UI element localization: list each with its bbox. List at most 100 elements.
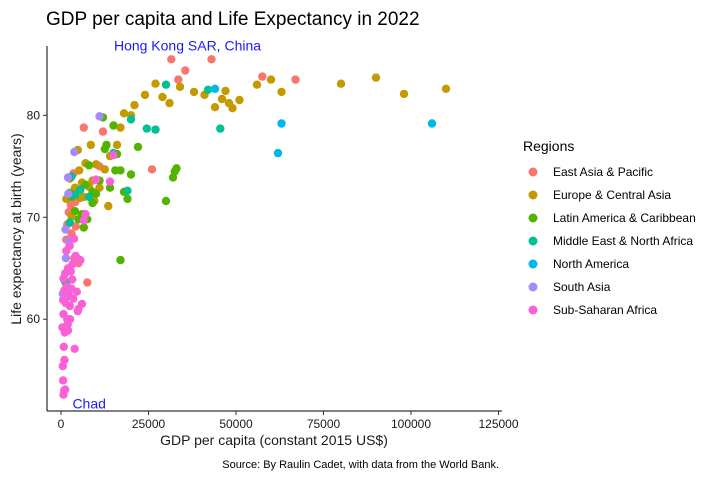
point-europe-and-central-asia bbox=[104, 201, 113, 211]
x-tick-label: 25000 bbox=[132, 417, 166, 431]
point-europe-and-central-asia bbox=[228, 104, 237, 113]
point-europe-and-central-asia bbox=[189, 87, 199, 97]
y-tick-label: 70 bbox=[27, 210, 41, 224]
point-north-america bbox=[210, 84, 220, 94]
point-sub-saharan-africa bbox=[70, 344, 79, 353]
point-east-asia-and-pacific bbox=[207, 55, 216, 64]
point-latin-america-and-caribbean bbox=[126, 170, 136, 179]
legend-key-east-asia-and-pacific bbox=[528, 167, 538, 177]
point-latin-america-and-caribbean bbox=[105, 183, 115, 192]
point-south-asia bbox=[63, 173, 73, 182]
point-middle-east-and-north-africa bbox=[161, 80, 171, 89]
point-north-america bbox=[277, 119, 286, 128]
point-east-asia-and-pacific bbox=[181, 66, 190, 75]
point-sub-saharan-africa bbox=[58, 376, 68, 385]
point-europe-and-central-asia bbox=[158, 92, 167, 102]
point-middle-east-and-north-africa bbox=[123, 186, 132, 195]
point-middle-east-and-north-africa bbox=[65, 218, 75, 227]
point-east-asia-and-pacific bbox=[147, 165, 157, 174]
point-latin-america-and-caribbean bbox=[88, 198, 97, 208]
chart-title: GDP per capita and Life Expectancy in 20… bbox=[46, 9, 420, 30]
point-europe-and-central-asia bbox=[100, 165, 110, 174]
point-south-asia bbox=[61, 225, 70, 234]
legend-label-north-america: North America bbox=[553, 257, 629, 271]
point-europe-and-central-asia bbox=[235, 95, 244, 105]
point-north-america bbox=[273, 148, 283, 158]
x-tick-label: 100000 bbox=[391, 417, 431, 431]
y-tick-label: 60 bbox=[27, 312, 41, 326]
point-middle-east-and-north-africa bbox=[126, 115, 136, 124]
point-sub-saharan-africa bbox=[76, 255, 85, 265]
point-europe-and-central-asia bbox=[75, 166, 84, 175]
point-sub-saharan-africa bbox=[58, 295, 68, 305]
point-sub-saharan-africa bbox=[60, 355, 69, 365]
point-europe-and-central-asia bbox=[399, 89, 409, 99]
point-europe-and-central-asia bbox=[336, 79, 346, 88]
legend-key-north-america bbox=[528, 259, 538, 269]
x-axis-label: GDP per capita (constant 2015 US$) bbox=[160, 432, 388, 448]
legend-key-south-asia bbox=[528, 282, 538, 292]
point-north-america bbox=[427, 119, 437, 128]
point-europe-and-central-asia bbox=[217, 94, 227, 104]
x-tick-label: 0 bbox=[58, 417, 65, 431]
point-sub-saharan-africa bbox=[59, 342, 68, 351]
point-sub-saharan-africa bbox=[72, 287, 82, 296]
point-europe-and-central-asia bbox=[116, 123, 125, 132]
point-middle-east-and-north-africa bbox=[70, 190, 80, 200]
point-latin-america-and-caribbean bbox=[111, 166, 120, 175]
point-latin-america-and-caribbean bbox=[161, 196, 171, 206]
point-latin-america-and-caribbean bbox=[84, 161, 94, 170]
point-sub-saharan-africa bbox=[81, 210, 90, 219]
legend-label-sub-saharan-africa: Sub-Saharan Africa bbox=[553, 303, 657, 317]
point-europe-and-central-asia bbox=[112, 140, 122, 150]
x-axis-ticks: 0 25000 50000 75000 100000 125000 bbox=[58, 411, 519, 431]
point-europe-and-central-asia bbox=[119, 109, 129, 118]
point-sub-saharan-africa bbox=[109, 150, 118, 160]
point-south-asia bbox=[95, 112, 104, 121]
point-middle-east-and-north-africa bbox=[76, 185, 85, 194]
y-axis-label: Life expectancy at birth (years) bbox=[8, 133, 24, 324]
point-sub-saharan-africa bbox=[73, 306, 83, 316]
point-latin-america-and-caribbean bbox=[81, 180, 90, 189]
legend-label-south-asia: South Asia bbox=[553, 280, 611, 294]
point-europe-and-central-asia bbox=[151, 79, 160, 88]
point-europe-and-central-asia bbox=[165, 98, 174, 108]
legend-label-europe-and-central-asia: Europe & Central Asia bbox=[553, 188, 671, 202]
point-middle-east-and-north-africa bbox=[203, 85, 213, 95]
legend-label-middle-east-and-north-africa: Middle East & North Africa bbox=[553, 234, 693, 248]
annotation-hong-kong: Hong Kong SAR, China bbox=[114, 37, 261, 53]
point-europe-and-central-asia bbox=[210, 103, 220, 112]
point-latin-america-and-caribbean bbox=[100, 144, 110, 154]
point-latin-america-and-caribbean bbox=[79, 223, 89, 232]
point-europe-and-central-asia bbox=[91, 160, 101, 169]
x-tick-label: 125000 bbox=[478, 417, 518, 431]
point-sub-saharan-africa bbox=[68, 275, 77, 284]
point-middle-east-and-north-africa bbox=[84, 192, 94, 202]
point-sub-saharan-africa bbox=[68, 260, 77, 269]
point-europe-and-central-asia bbox=[130, 100, 139, 110]
point-sub-saharan-africa bbox=[77, 299, 87, 309]
point-east-asia-and-pacific bbox=[174, 75, 183, 84]
point-sub-saharan-africa bbox=[69, 234, 79, 243]
point-latin-america-and-caribbean bbox=[172, 164, 181, 173]
point-east-asia-and-pacific bbox=[98, 127, 108, 136]
point-east-asia-and-pacific bbox=[291, 75, 300, 84]
x-tick-label: 50000 bbox=[219, 417, 253, 431]
point-europe-and-central-asia bbox=[441, 84, 451, 94]
point-europe-and-central-asia bbox=[252, 80, 262, 89]
point-middle-east-and-north-africa bbox=[142, 124, 151, 133]
source-caption: Source: By Raulin Cadet, with data from … bbox=[222, 459, 499, 471]
point-latin-america-and-caribbean bbox=[133, 142, 143, 152]
point-europe-and-central-asia bbox=[86, 140, 96, 150]
data-points bbox=[58, 55, 451, 399]
point-europe-and-central-asia bbox=[140, 90, 150, 100]
point-south-asia bbox=[61, 253, 71, 263]
point-sub-saharan-africa bbox=[60, 385, 70, 394]
point-europe-and-central-asia bbox=[221, 86, 230, 96]
point-sub-saharan-africa bbox=[105, 177, 115, 186]
x-tick-label: 75000 bbox=[307, 417, 341, 431]
point-europe-and-central-asia bbox=[277, 87, 286, 97]
point-latin-america-and-caribbean bbox=[123, 194, 132, 204]
legend-label-latin-america-and-caribbean: Latin America & Caribbean bbox=[553, 211, 696, 225]
point-east-asia-and-pacific bbox=[79, 123, 89, 132]
